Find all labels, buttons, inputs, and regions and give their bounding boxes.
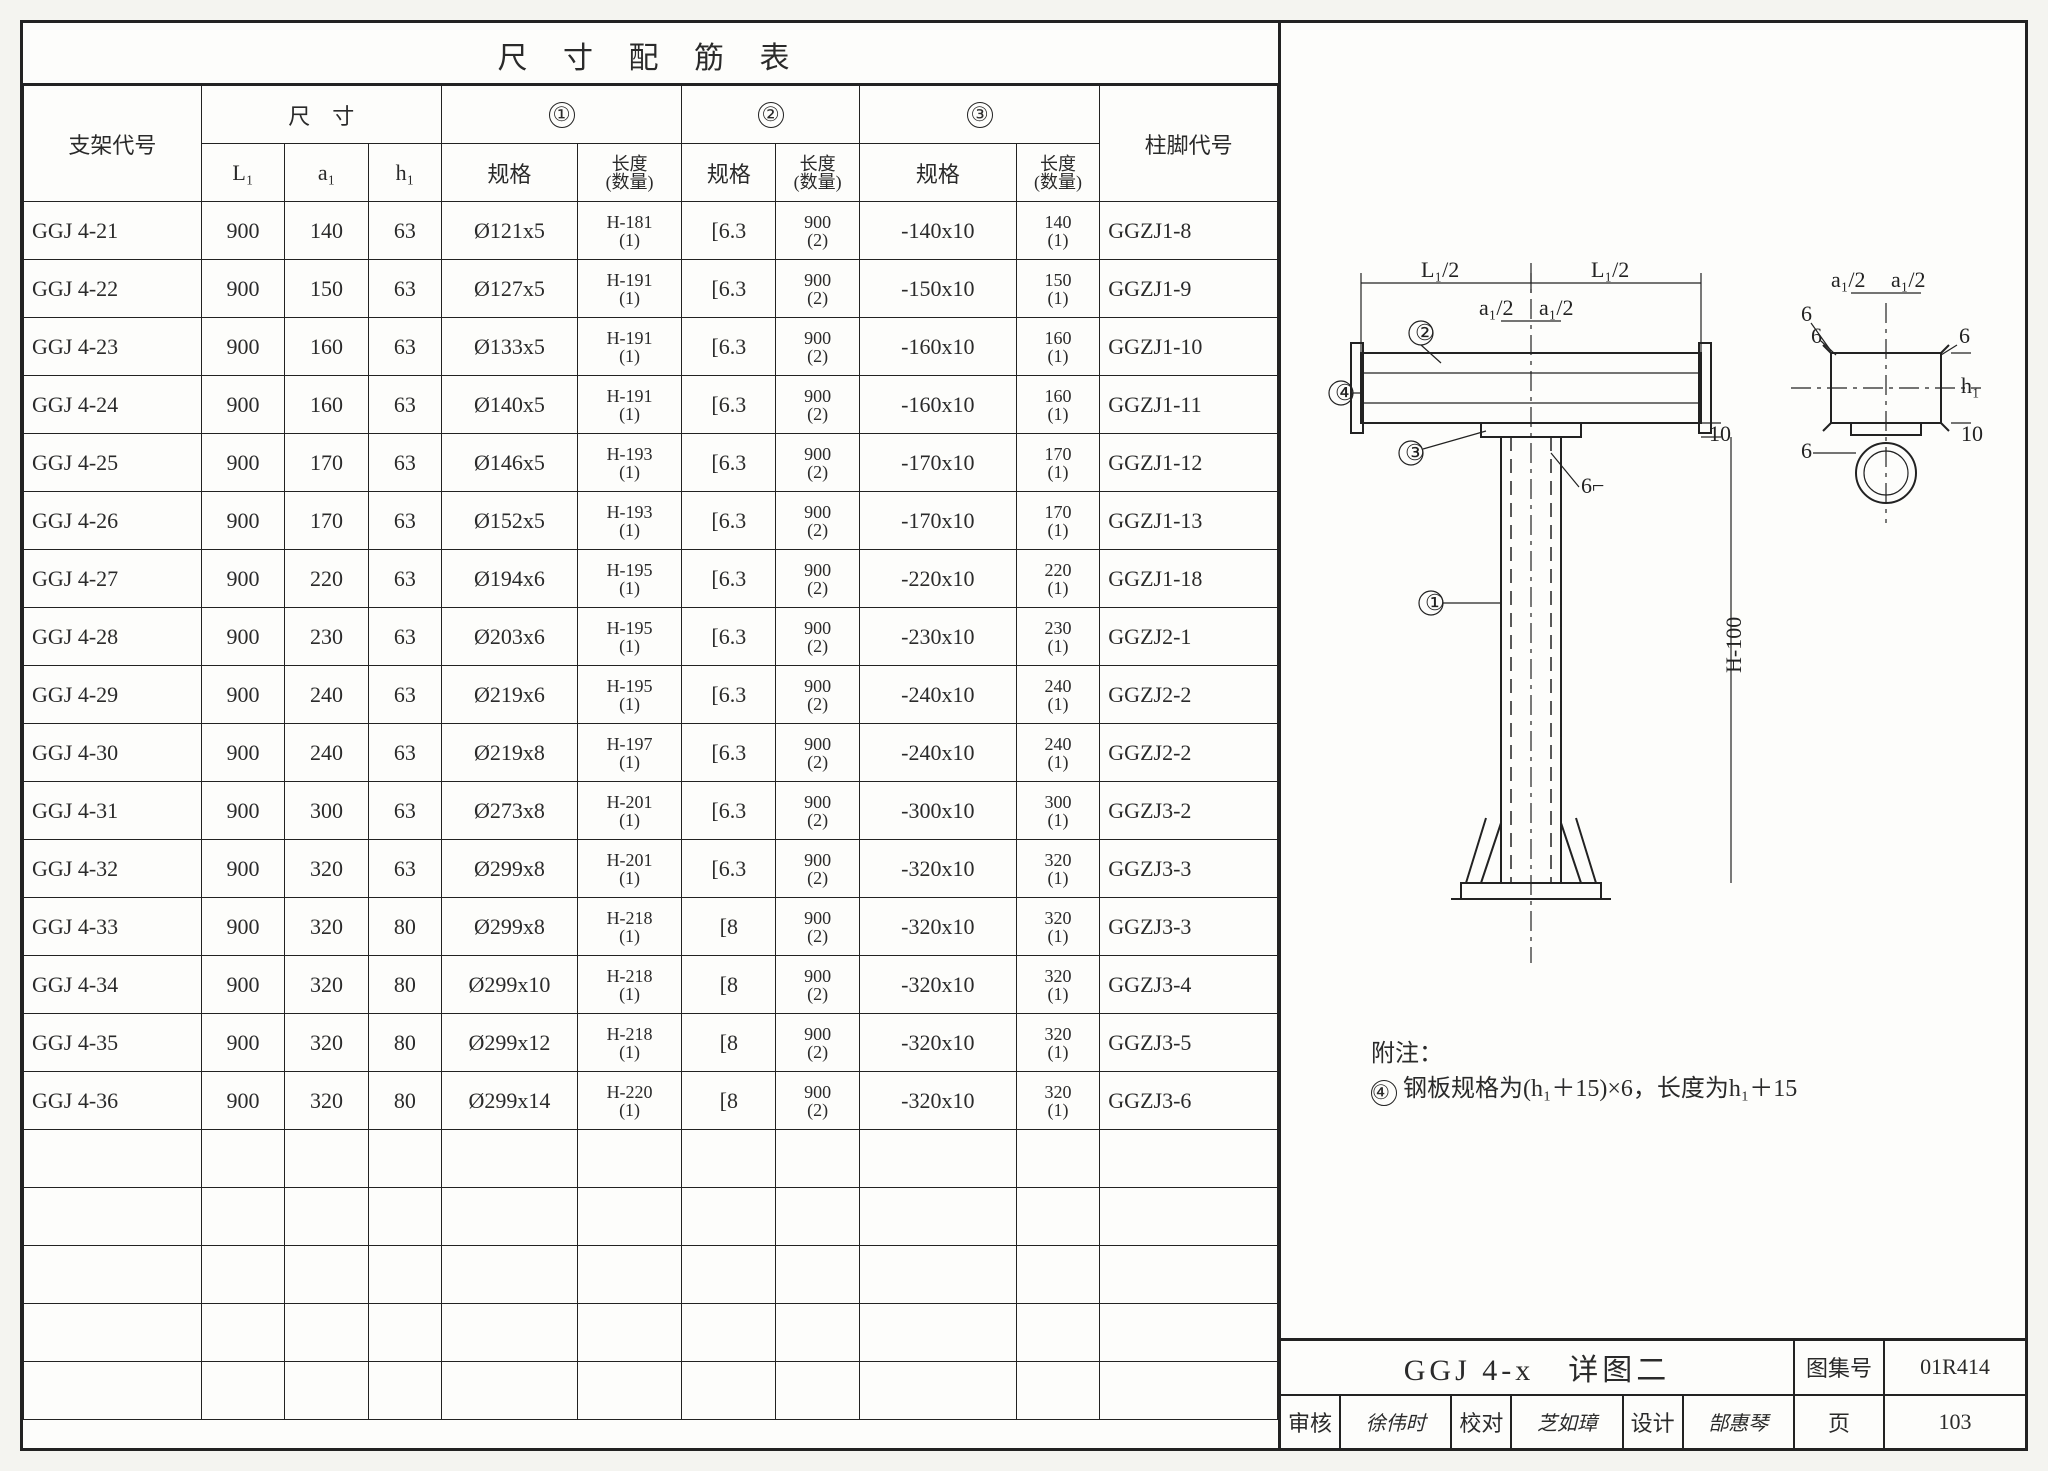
dim-10b: 10 (1961, 421, 1983, 446)
th-grp1: ① (441, 86, 681, 144)
title-block: GGJ 4-x 详图二 图集号 01R414 审核 徐伟时 校对 芝如璋 设计 … (1281, 1338, 2025, 1448)
th-lenqty1: 长度(数量) (577, 144, 682, 202)
table-row: GGJ 4-2390016063Ø133x5H-191(1)[6.3900(2)… (24, 318, 1278, 376)
table-row (24, 1362, 1278, 1420)
call-3: ③ (1405, 440, 1425, 465)
dim-a1-half-a: a₁/2 (1479, 295, 1514, 320)
page-value: 103 (1885, 1396, 2025, 1449)
table-row: GGJ 4-2790022063Ø194x6H-195(1)[6.3900(2)… (24, 550, 1278, 608)
dim-h1: h₁ (1961, 373, 1980, 398)
table-row: GGJ 4-3590032080Ø299x12H-218(1)[8900(2)-… (24, 1014, 1278, 1072)
table-row: GGJ 4-3690032080Ø299x14H-220(1)[8900(2)-… (24, 1072, 1278, 1130)
set-label: 图集号 (1795, 1341, 1885, 1394)
call-4: ④ (1335, 380, 1355, 405)
th-spec3: 规格 (859, 144, 1016, 202)
th-grp2: ② (682, 86, 860, 144)
spec-table: 支架代号 尺 寸 ① ② ③ 柱脚代号 L₁ a₁ h₁ 规格 长度(数量) 规… (23, 85, 1278, 1420)
table-row: GGJ 4-3390032080Ø299x8H-218(1)[8900(2)-3… (24, 898, 1278, 956)
circ-1-icon: ① (549, 102, 575, 128)
table-title: 尺 寸 配 筋 表 (23, 23, 1278, 85)
weld-6b: 6 (1959, 323, 1970, 348)
lab-audit: 审核 (1281, 1396, 1341, 1449)
drawing-sheet: 尺 寸 配 筋 表 支架代号 尺 寸 ① ② ③ 柱脚代号 L₁ a₁ h₁ 规… (20, 20, 2028, 1451)
sig-design: 郜惠琴 (1684, 1396, 1795, 1449)
sig-audit: 徐伟时 (1341, 1396, 1452, 1449)
table-head: 支架代号 尺 寸 ① ② ③ 柱脚代号 L₁ a₁ h₁ 规格 长度(数量) 规… (24, 86, 1278, 202)
circ-2-icon: ② (758, 102, 784, 128)
diagram-svg: L₁/2 L₁/2 a₁/2 a₁/2 ② ④ ③ ① 6⌐ 10 (1311, 243, 1991, 1003)
table-pane: 尺 寸 配 筋 表 支架代号 尺 寸 ① ② ③ 柱脚代号 L₁ a₁ h₁ 规… (23, 23, 1281, 1448)
drawing-title: GGJ 4-x 详图二 (1281, 1341, 1795, 1394)
table-row: GGJ 4-3090024063Ø219x8H-197(1)[6.3900(2)… (24, 724, 1278, 782)
call-1: ① (1425, 590, 1445, 615)
table-row: GGJ 4-3290032063Ø299x8H-201(1)[6.3900(2)… (24, 840, 1278, 898)
dim-L1-half-b: L₁/2 (1591, 257, 1629, 282)
note-text: 钢板规格为(h₁＋15)×6，长度为h₁＋15 (1403, 1076, 1797, 1102)
structural-diagram: L₁/2 L₁/2 a₁/2 a₁/2 ② ④ ③ ① 6⌐ 10 (1311, 243, 1991, 1003)
th-spec2: 规格 (682, 144, 776, 202)
table-body: GGJ 4-2190014063Ø121x5H-181(1)[6.3900(2)… (24, 202, 1278, 1420)
dim-H: H-100 (1721, 617, 1746, 673)
table-row: GGJ 4-3190030063Ø273x8H-201(1)[6.3900(2)… (24, 782, 1278, 840)
th-spec1: 规格 (441, 144, 577, 202)
table-row (24, 1188, 1278, 1246)
sig-check: 芝如璋 (1512, 1396, 1623, 1449)
circ-3-icon: ③ (967, 102, 993, 128)
page-label: 页 (1795, 1396, 1885, 1449)
diagram-pane: L₁/2 L₁/2 a₁/2 a₁/2 ② ④ ③ ① 6⌐ 10 (1281, 23, 2025, 1448)
th-h1: h₁ (368, 144, 441, 202)
dim-L1-half-a: L₁/2 (1421, 257, 1459, 282)
set-value: 01R414 (1885, 1341, 2025, 1394)
th-grp3: ③ (859, 86, 1099, 144)
note-lead: 附注： (1371, 1033, 1797, 1068)
table-row (24, 1304, 1278, 1362)
titleblock-row2: 审核 徐伟时 校对 芝如璋 设计 郜惠琴 页 103 (1281, 1396, 2025, 1449)
lab-design: 设计 (1624, 1396, 1684, 1449)
call-2: ② (1415, 320, 1435, 345)
th-size-group: 尺 寸 (201, 86, 441, 144)
dim-a1-half-c: a₁/2 (1831, 267, 1866, 292)
table-row: GGJ 4-2190014063Ø121x5H-181(1)[6.3900(2)… (24, 202, 1278, 260)
table-row: GGJ 4-3490032080Ø299x10H-218(1)[8900(2)-… (24, 956, 1278, 1014)
th-L1: L₁ (201, 144, 285, 202)
lab-check: 校对 (1452, 1396, 1512, 1449)
note-bubble-icon: ④ (1371, 1080, 1397, 1106)
dim-a1-half-b: a₁/2 (1539, 295, 1574, 320)
table-row: GGJ 4-2690017063Ø152x5H-193(1)[6.3900(2)… (24, 492, 1278, 550)
weld-6c: 6 (1801, 438, 1812, 463)
table-row: GGJ 4-2990024063Ø219x6H-195(1)[6.3900(2)… (24, 666, 1278, 724)
footnote: 附注： ④钢板规格为(h₁＋15)×6，长度为h₁＋15 (1371, 1033, 1797, 1106)
table-row: GGJ 4-2290015063Ø127x5H-191(1)[6.3900(2)… (24, 260, 1278, 318)
th-a1: a₁ (285, 144, 369, 202)
table-row (24, 1246, 1278, 1304)
table-row (24, 1130, 1278, 1188)
table-row: GGJ 4-2490016063Ø140x5H-191(1)[6.3900(2)… (24, 376, 1278, 434)
titleblock-row1: GGJ 4-x 详图二 图集号 01R414 (1281, 1341, 2025, 1396)
weld-6e: 6⌐ (1581, 473, 1604, 498)
dim-a1-half-d: a₁/2 (1891, 267, 1926, 292)
weld-6d: 6 (1811, 323, 1822, 348)
th-lenqty3: 长度(数量) (1016, 144, 1100, 202)
th-foot: 柱脚代号 (1100, 86, 1278, 202)
dim-10a: 10 (1709, 421, 1731, 446)
th-code: 支架代号 (24, 86, 202, 202)
table-row: GGJ 4-2890023063Ø203x6H-195(1)[6.3900(2)… (24, 608, 1278, 666)
table-row: GGJ 4-2590017063Ø146x5H-193(1)[6.3900(2)… (24, 434, 1278, 492)
th-lenqty2: 长度(数量) (776, 144, 860, 202)
